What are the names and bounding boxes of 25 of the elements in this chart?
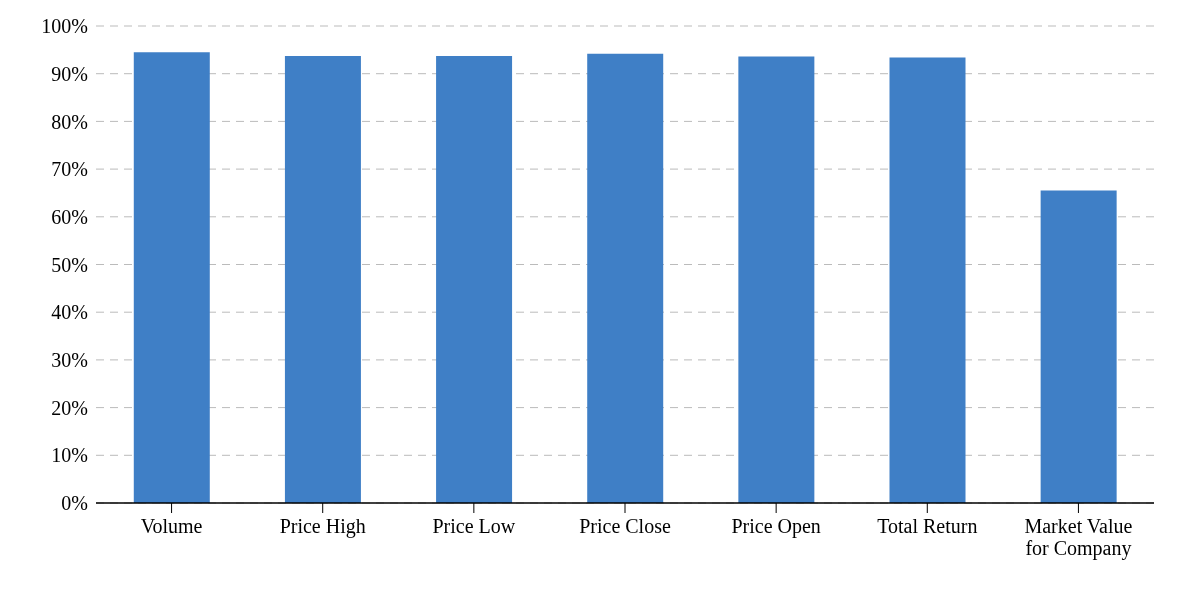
y-tick-label: 100% <box>41 15 88 38</box>
y-tick-label: 10% <box>51 444 88 467</box>
x-tick-label: Volume <box>140 515 203 537</box>
y-tick-label: 40% <box>51 301 88 324</box>
bar <box>889 57 966 503</box>
bar <box>587 53 664 503</box>
x-tick-label: Total Return <box>877 515 978 537</box>
bar <box>1040 190 1117 503</box>
bar <box>284 56 361 503</box>
x-tick-label: Price High <box>279 515 366 538</box>
y-tick-label: 50% <box>51 253 88 276</box>
bar <box>738 56 815 503</box>
y-tick-label: 60% <box>51 205 88 228</box>
bar <box>133 52 210 503</box>
y-tick-label: 80% <box>51 110 88 133</box>
x-tick-label: Price Open <box>731 515 821 538</box>
y-tick-label: 20% <box>51 396 88 419</box>
x-tick-label: Price Low <box>432 515 516 537</box>
bar <box>436 56 513 503</box>
x-tick-label: Market Value for Company <box>1024 515 1133 560</box>
y-tick-label: 0% <box>61 492 88 515</box>
x-tick-label: Price Close <box>579 515 671 537</box>
y-tick-label: 70% <box>51 158 88 181</box>
y-tick-label: 90% <box>51 62 88 85</box>
y-tick-label: 30% <box>51 349 88 371</box>
